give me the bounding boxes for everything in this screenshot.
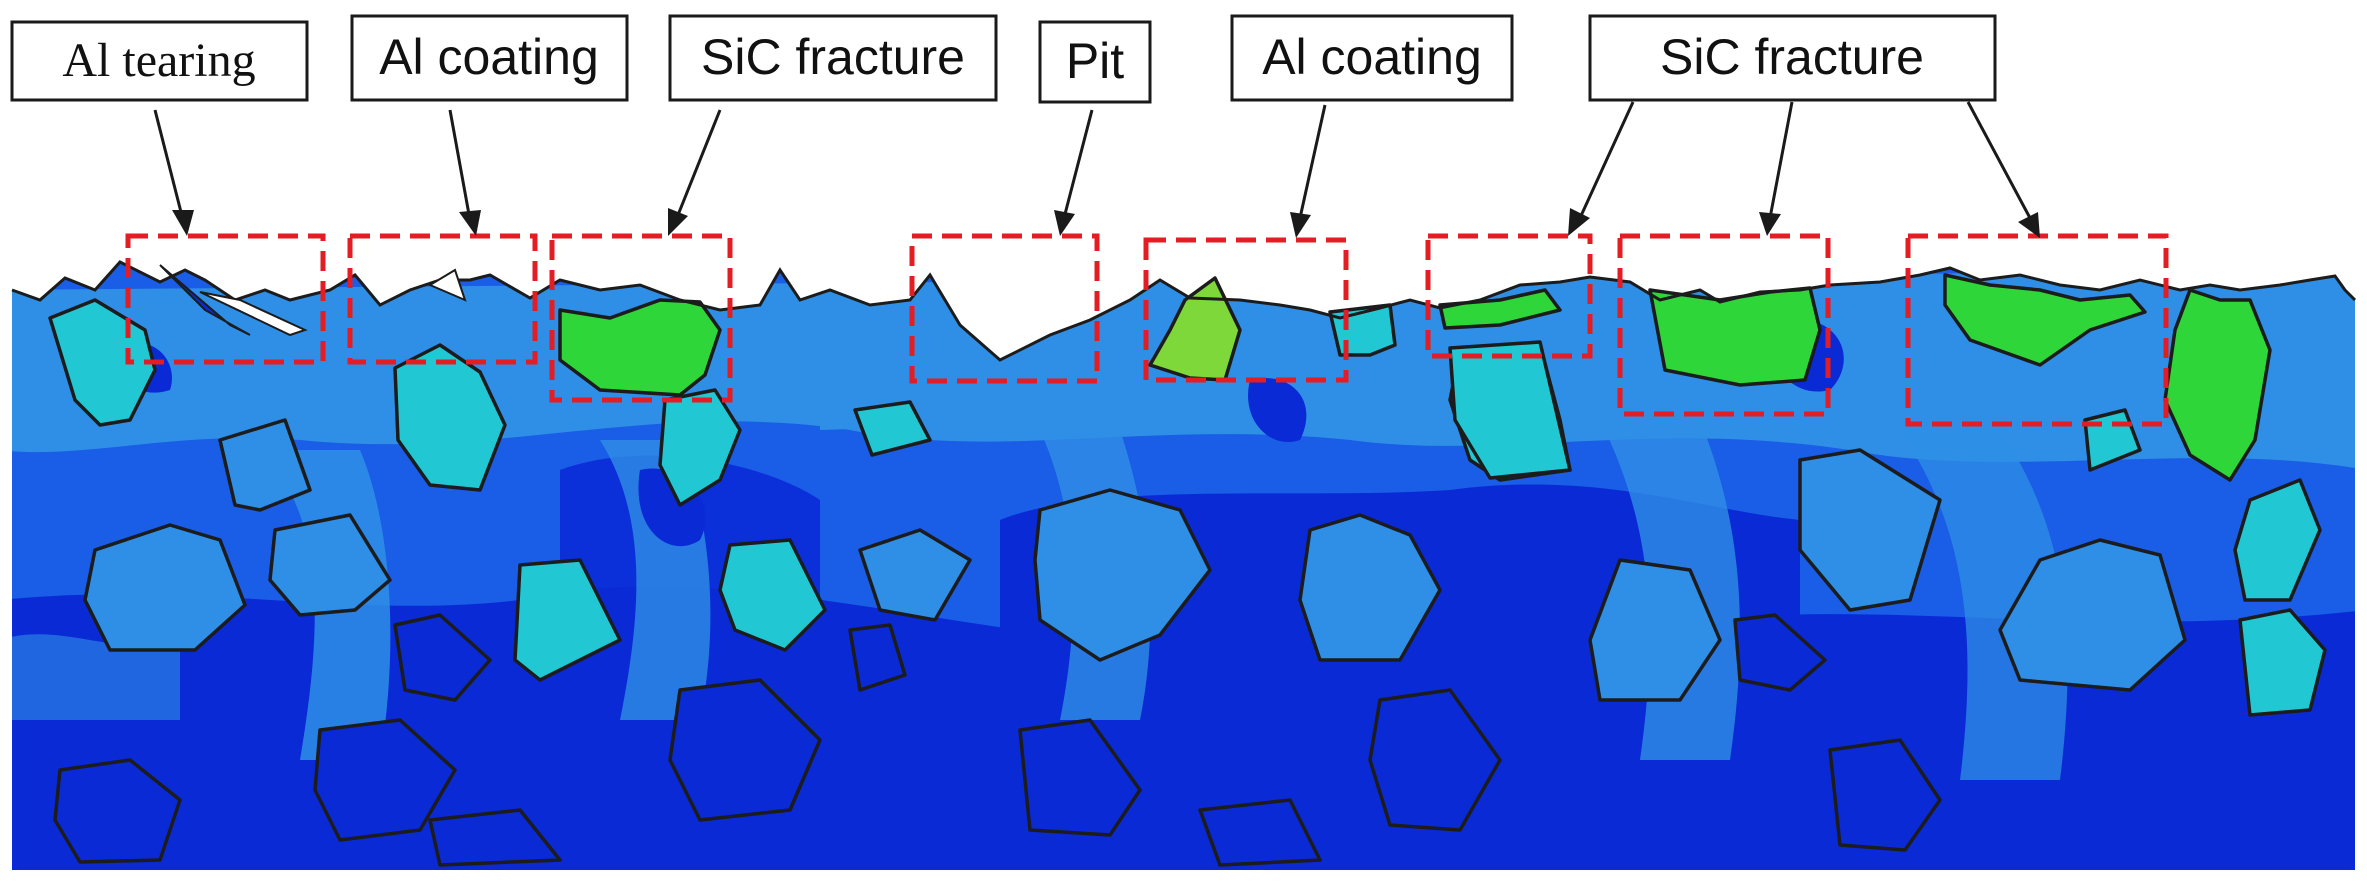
- sic-particle: [268, 513, 392, 617]
- roi-sic-fracture-1: [549, 233, 733, 403]
- sic-particle: [1018, 718, 1142, 837]
- label-pit: Pit: [1038, 20, 1152, 104]
- sic-particle: [428, 808, 562, 867]
- sic-particle: [1828, 738, 1942, 852]
- label-al-tearing-text: Al tearing: [62, 34, 255, 87]
- sic-particle: [853, 400, 932, 457]
- label-al-coating-2: Al coating: [1230, 14, 1514, 102]
- sic-particle-surface-7: [2163, 288, 2272, 482]
- sic-particle: [1798, 448, 1942, 612]
- regions-of-interest: [125, 233, 2169, 427]
- sic-particle: [1733, 613, 1827, 692]
- roi-al-coating-2: [1143, 237, 1349, 383]
- sic-particle: [53, 758, 182, 864]
- roi-pit: [909, 233, 1100, 384]
- sic-particle: [1588, 558, 1722, 702]
- sic-particle-surface-2: [1148, 276, 1242, 382]
- sic-particle: [2238, 608, 2327, 717]
- roi-sic-fracture-2c: [1905, 233, 2169, 427]
- sic-particle: [513, 558, 622, 682]
- label-al-coating-1: Al coating: [350, 14, 629, 102]
- sic-particle: [1448, 340, 1572, 480]
- sic-particle: [668, 678, 822, 822]
- roi-al-tearing: [125, 233, 326, 365]
- sic-particle: [83, 523, 247, 652]
- sic-particle: [1368, 688, 1502, 832]
- label-sic-fracture-2: SiC fracture: [1588, 14, 1997, 102]
- label-sic-fracture-2-text: SiC fracture: [1660, 29, 1924, 85]
- sic-particle: [848, 623, 907, 692]
- sic-particle: [2233, 478, 2322, 602]
- label-al-coating-2-text: Al coating: [1262, 29, 1482, 85]
- sic-particle: [1298, 513, 1442, 662]
- label-pit-text: Pit: [1066, 33, 1124, 89]
- label-sic-fracture-1-text: SiC fracture: [701, 29, 965, 85]
- label-sic-fracture-1: SiC fracture: [668, 14, 998, 102]
- sic-particle-surface-1: [558, 298, 722, 397]
- sic-particle: [1033, 488, 1212, 662]
- sic-particle: [1198, 798, 1322, 867]
- callout-arrows: [153, 101, 2040, 238]
- sic-particle-surface-6: [1943, 273, 2147, 367]
- label-al-coating-1-text: Al coating: [379, 29, 599, 85]
- sic-particle: [858, 528, 972, 622]
- roi-al-coating-1: [347, 233, 538, 365]
- sic-particle: [218, 418, 312, 512]
- sic-particle: [393, 613, 492, 702]
- sic-particle: [1998, 538, 2187, 692]
- sic-particle: [313, 718, 457, 842]
- sic-particle: [393, 343, 507, 492]
- roi-sic-fracture-2b: [1617, 233, 1831, 417]
- sic-particle: [658, 388, 742, 507]
- embedded-sic-particles: [53, 340, 2327, 867]
- sic-particle-surface-5: [1648, 286, 1822, 387]
- label-al-tearing: Al tearing: [10, 20, 309, 102]
- al-tearing-slivers: [159, 264, 467, 337]
- sic-particle-surface-4: [1438, 288, 1562, 330]
- sic-particle: [718, 538, 827, 652]
- callout-labels: Al tearing Al coating SiC fracture Pit A…: [10, 14, 1997, 104]
- roi-sic-fracture-2a: [1425, 233, 1593, 359]
